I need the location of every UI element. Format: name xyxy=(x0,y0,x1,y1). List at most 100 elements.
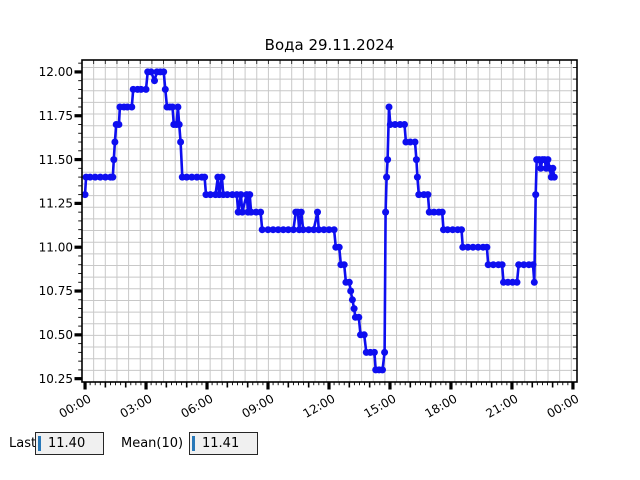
data-point xyxy=(411,138,419,146)
data-point xyxy=(264,226,272,234)
data-point xyxy=(498,261,506,269)
data-point xyxy=(183,173,191,181)
data-point xyxy=(530,278,538,286)
data-point xyxy=(101,173,109,181)
data-point xyxy=(532,191,540,199)
plot-frame xyxy=(81,59,578,383)
data-point xyxy=(86,173,94,181)
data-point xyxy=(355,313,363,321)
last-value-field[interactable]: 11.40 xyxy=(35,432,104,455)
data-point xyxy=(109,173,117,181)
data-point xyxy=(384,156,392,164)
data-point xyxy=(489,261,497,269)
data-point xyxy=(206,191,214,199)
x-tick-label: 09:00 xyxy=(240,391,277,420)
data-point xyxy=(284,226,292,234)
data-point xyxy=(474,243,482,251)
data-point xyxy=(297,208,305,216)
text-cursor xyxy=(38,436,41,451)
mean-value-field[interactable]: 11.41 xyxy=(189,432,258,455)
data-point xyxy=(459,243,467,251)
y-axis: 12.00 11.75 11.50 11.25 11.00 10.75 10.50 10.25 xyxy=(39,62,82,386)
data-point xyxy=(151,77,158,85)
x-tick-label: 00:00 xyxy=(57,391,94,420)
data-point xyxy=(193,173,201,181)
text-cursor xyxy=(192,436,195,451)
x-axis: 00:00 03:00 06:00 09:00 12:00 15:00 18:00 21:00… xyxy=(57,382,581,421)
data-point xyxy=(370,348,378,356)
last-field-label: Last xyxy=(9,436,37,451)
data-point xyxy=(350,305,358,313)
data-point xyxy=(110,156,118,164)
widget-row: Last 11.40 Mean(10) 11.41 xyxy=(0,432,640,456)
data-point xyxy=(444,226,452,234)
y-tick-label: 11.75 xyxy=(39,109,73,123)
chart-canvas: 00:00 03:00 06:00 09:00 12:00 15:00 18:00 21:00… xyxy=(39,36,582,421)
data-point xyxy=(310,226,318,234)
x-tick-label: 00:00 xyxy=(544,391,581,420)
data-point xyxy=(91,173,99,181)
x-tick-label: 03:00 xyxy=(118,391,155,420)
data-point xyxy=(529,261,537,269)
data-point xyxy=(238,208,246,216)
data-point xyxy=(360,331,368,339)
data-point xyxy=(385,103,393,111)
data-point xyxy=(513,278,521,286)
data-point xyxy=(218,173,226,181)
data-point xyxy=(464,243,472,251)
data-point xyxy=(289,226,297,234)
x-tick-label: 12:00 xyxy=(301,391,338,420)
data-point xyxy=(269,226,277,234)
data-point xyxy=(161,85,169,93)
data-point xyxy=(537,164,545,172)
data-series xyxy=(81,68,558,374)
data-point xyxy=(96,173,104,181)
data-point xyxy=(315,226,323,234)
data-point xyxy=(430,208,438,216)
data-point xyxy=(469,243,477,251)
data-point xyxy=(484,261,492,269)
data-point xyxy=(391,121,399,128)
y-tick-label: 10.25 xyxy=(39,372,73,386)
y-tick-label: 10.50 xyxy=(39,328,73,342)
data-point xyxy=(279,226,287,234)
data-point xyxy=(247,208,255,216)
data-point xyxy=(299,226,307,234)
data-point xyxy=(483,243,491,251)
data-point xyxy=(223,191,231,199)
y-tick-label: 11.00 xyxy=(39,240,73,254)
data-point xyxy=(382,208,390,216)
data-point xyxy=(175,121,183,128)
data-point xyxy=(458,226,465,234)
data-point xyxy=(325,226,333,234)
x-tick-label: 15:00 xyxy=(362,391,399,420)
y-tick-label: 11.25 xyxy=(39,197,73,211)
data-point xyxy=(438,208,446,216)
data-point xyxy=(169,103,176,111)
data-point xyxy=(381,348,389,356)
data-point xyxy=(111,138,119,146)
data-point xyxy=(413,173,421,181)
data-point xyxy=(142,85,150,93)
data-point xyxy=(412,156,420,164)
data-point xyxy=(274,226,282,234)
grid xyxy=(81,60,577,383)
data-point xyxy=(137,85,145,93)
inward-ticks xyxy=(81,60,577,383)
data-point xyxy=(549,164,557,172)
data-point xyxy=(386,121,394,128)
data-point xyxy=(147,68,155,76)
y-tick-label: 12.00 xyxy=(39,65,73,79)
data-point xyxy=(515,261,523,269)
data-point xyxy=(258,226,266,234)
data-point xyxy=(128,103,136,111)
data-point xyxy=(335,243,343,251)
data-point xyxy=(340,261,348,269)
last-field-value: 11.40 xyxy=(48,436,86,451)
data-point xyxy=(449,226,457,234)
data-point xyxy=(246,191,254,199)
mean-field-value: 11.41 xyxy=(202,436,240,451)
data-point xyxy=(345,278,353,286)
data-point xyxy=(314,208,321,216)
